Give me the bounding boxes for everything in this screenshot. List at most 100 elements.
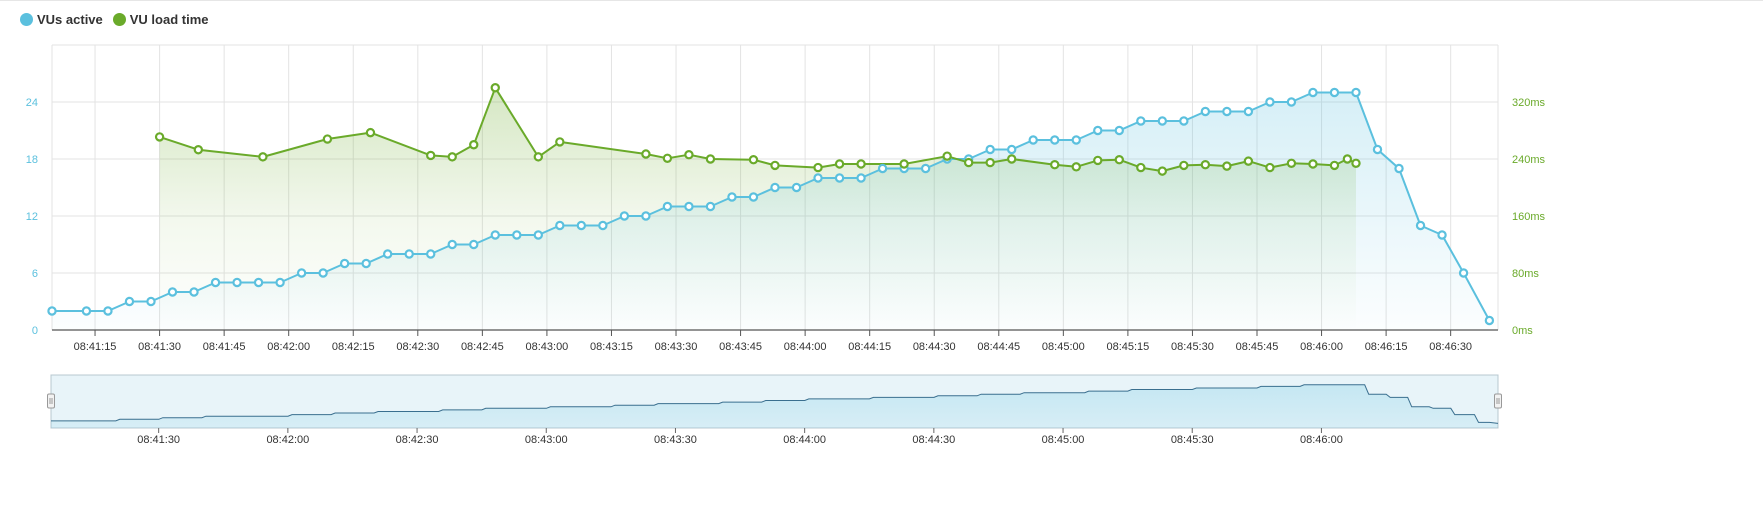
vu-load-time-point[interactable]	[1093, 155, 1103, 166]
vu-load-time-point[interactable]	[684, 150, 694, 160]
vu-load-time-point[interactable]	[426, 150, 436, 161]
vus-active-point[interactable]	[1351, 87, 1361, 98]
vus-active-point[interactable]	[253, 277, 264, 288]
vus-active-point[interactable]	[1028, 135, 1038, 145]
vus-active-point[interactable]	[103, 306, 113, 316]
vus-active-point[interactable]	[404, 249, 414, 259]
vus-active-point[interactable]	[189, 287, 199, 297]
vu-load-time-point[interactable]	[533, 152, 544, 162]
vu-load-time-point[interactable]	[1351, 158, 1361, 168]
navigator-right-handle[interactable]	[1494, 393, 1502, 409]
vus-active-point[interactable]	[339, 258, 350, 269]
vus-active-point[interactable]	[856, 173, 866, 183]
legend-item-vu-load-time[interactable]: VU load time	[112, 12, 209, 27]
vus-active-point[interactable]	[1437, 230, 1447, 240]
vu-load-time-point[interactable]	[365, 127, 376, 138]
vu-load-time-point[interactable]	[899, 159, 909, 169]
vus-active-point[interactable]	[210, 277, 221, 288]
vu-load-time-point[interactable]	[258, 152, 268, 162]
vus-active-point[interactable]	[598, 220, 608, 231]
vus-active-point[interactable]	[447, 239, 457, 250]
vu-load-time-point[interactable]	[1114, 155, 1124, 165]
vus-active-point[interactable]	[275, 277, 285, 288]
vus-active-point[interactable]	[426, 249, 436, 259]
vu-load-time-point[interactable]	[942, 151, 952, 161]
vus-active-point[interactable]	[1222, 106, 1232, 117]
vus-active-point[interactable]	[1050, 135, 1060, 145]
vu-load-time-point[interactable]	[1200, 159, 1211, 170]
vus-active-point[interactable]	[1136, 116, 1146, 126]
vu-load-time-point[interactable]	[1136, 162, 1146, 173]
vus-active-point[interactable]	[555, 220, 565, 231]
vus-active-point[interactable]	[1308, 87, 1318, 98]
vu-load-time-point[interactable]	[1342, 154, 1353, 164]
vus-active-point[interactable]	[1006, 144, 1017, 155]
vu-load-time-point[interactable]	[985, 157, 995, 168]
vu-load-time-point[interactable]	[1179, 160, 1189, 171]
vus-active-point[interactable]	[81, 306, 92, 316]
vus-active-point[interactable]	[1265, 97, 1275, 107]
vus-active-point[interactable]	[1114, 125, 1124, 136]
vus-active-point[interactable]	[1329, 87, 1340, 98]
vus-active-point[interactable]	[619, 211, 630, 221]
vus-active-point[interactable]	[1093, 125, 1103, 136]
vu-load-time-point[interactable]	[1243, 156, 1254, 166]
vus-active-point[interactable]	[1458, 268, 1469, 278]
vus-active-point[interactable]	[146, 296, 156, 307]
vus-active-point[interactable]	[705, 201, 716, 212]
handle-grip-icon[interactable]	[47, 393, 55, 409]
vu-load-time-point[interactable]	[1308, 159, 1318, 169]
vus-active-point[interactable]	[533, 230, 544, 240]
vu-load-time-point[interactable]	[1050, 159, 1060, 170]
vu-load-time-point[interactable]	[1286, 158, 1297, 168]
vus-active-point[interactable]	[296, 268, 307, 278]
vu-load-time-point[interactable]	[1071, 162, 1081, 172]
vu-load-time-point[interactable]	[748, 155, 759, 165]
vus-active-point[interactable]	[318, 268, 328, 278]
vus-active-point[interactable]	[1394, 163, 1404, 174]
vus-active-point[interactable]	[232, 277, 242, 288]
vu-load-time-point[interactable]	[770, 160, 780, 171]
vu-load-time-point[interactable]	[641, 149, 651, 159]
vu-load-time-point[interactable]	[154, 132, 165, 142]
vu-load-time-point[interactable]	[193, 145, 204, 155]
vus-active-point[interactable]	[1157, 116, 1168, 126]
vus-active-point[interactable]	[1286, 97, 1297, 107]
vus-active-point[interactable]	[490, 230, 500, 240]
handle-grip-icon[interactable]	[1494, 393, 1502, 409]
vu-load-time-point[interactable]	[1222, 161, 1232, 171]
vus-active-point[interactable]	[985, 144, 995, 155]
vu-load-time-point[interactable]	[963, 157, 974, 168]
vus-active-point[interactable]	[512, 230, 522, 240]
vus-active-point[interactable]	[791, 182, 802, 193]
vus-active-point[interactable]	[662, 201, 673, 212]
navigator[interactable]: 08:41:30 08:42:00 08:42:30 08:43:00 08:43:30…	[47, 374, 1502, 446]
vus-active-point[interactable]	[1243, 106, 1254, 117]
vu-load-time-point[interactable]	[834, 159, 845, 169]
vu-load-time-point[interactable]	[322, 134, 333, 144]
vus-active-point[interactable]	[684, 201, 694, 212]
vus-active-point[interactable]	[641, 211, 651, 221]
vu-load-time-point[interactable]	[1329, 160, 1340, 171]
vus-active-point[interactable]	[1200, 106, 1211, 117]
vus-active-point[interactable]	[124, 296, 135, 307]
vus-active-point[interactable]	[47, 306, 57, 316]
vus-active-point[interactable]	[1372, 144, 1383, 155]
vus-active-point[interactable]	[1179, 116, 1189, 126]
vus-active-point[interactable]	[920, 163, 931, 174]
vus-active-point[interactable]	[727, 192, 737, 202]
vu-load-time-point[interactable]	[1265, 162, 1275, 173]
vus-active-point[interactable]	[1484, 315, 1495, 326]
vus-active-point[interactable]	[576, 220, 587, 231]
vu-load-time-point[interactable]	[856, 159, 866, 169]
vus-active-point[interactable]	[834, 173, 845, 183]
vus-active-point[interactable]	[1415, 220, 1426, 231]
vu-load-time-point[interactable]	[555, 137, 565, 147]
vu-load-time-point[interactable]	[1157, 166, 1168, 176]
vus-active-point[interactable]	[469, 239, 479, 250]
vu-load-time-point[interactable]	[1006, 154, 1017, 164]
vus-active-point[interactable]	[770, 182, 780, 193]
vus-active-point[interactable]	[167, 287, 178, 297]
legend-item-vus-active[interactable]: VUs active	[20, 12, 103, 27]
vus-active-point[interactable]	[748, 192, 759, 202]
